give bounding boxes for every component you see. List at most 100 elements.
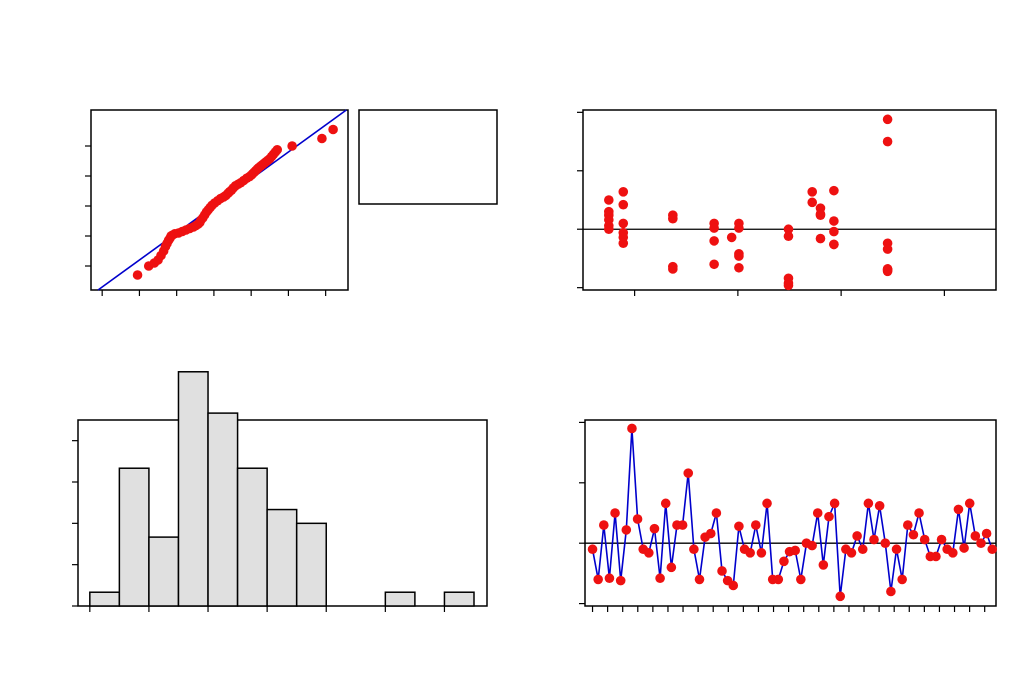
data-point [666, 562, 677, 573]
data-point [649, 523, 660, 534]
data-point [964, 498, 975, 509]
data-point [902, 520, 913, 530]
data-point [734, 251, 744, 261]
data-point [618, 187, 629, 197]
data-point [655, 573, 665, 584]
data-point [610, 508, 620, 518]
data-point [882, 244, 893, 254]
data-point [882, 136, 893, 147]
data-point [852, 531, 862, 541]
data-point [709, 259, 719, 270]
data-point [829, 185, 839, 196]
data-point [668, 213, 678, 224]
data-point [908, 529, 919, 540]
data-point [783, 231, 794, 242]
data-point [829, 498, 840, 509]
data-point [948, 548, 958, 558]
data-point [709, 223, 719, 233]
data-point [807, 187, 818, 197]
data-point [689, 544, 699, 555]
data-point [783, 224, 794, 235]
data-point [717, 566, 727, 576]
data-point [272, 144, 283, 155]
data-point [882, 114, 893, 125]
data-point [812, 508, 823, 518]
data-point [745, 548, 755, 558]
data-point [886, 586, 896, 597]
data-point [618, 218, 629, 229]
data-point [683, 468, 694, 478]
data-point [773, 574, 784, 585]
data-point [627, 423, 637, 434]
data-point [846, 548, 857, 558]
data-point [959, 543, 969, 553]
histogram-bar [118, 467, 150, 607]
data-point [709, 236, 719, 246]
normal-probability-plot [85, 109, 349, 296]
data-point [835, 591, 846, 602]
data-point [880, 538, 891, 548]
data-point [807, 540, 817, 551]
data-point [660, 498, 671, 509]
histogram-bar [148, 536, 180, 607]
data-point [317, 133, 327, 144]
data-point [705, 528, 716, 539]
histogram-bar [89, 591, 121, 607]
data-point [618, 238, 629, 249]
data-point [970, 531, 981, 541]
data-point [734, 223, 744, 233]
histogram-bar [295, 522, 327, 607]
histogram-of-residuals [72, 371, 488, 612]
data-point [328, 124, 338, 135]
data-point [694, 574, 705, 585]
data-point [869, 534, 879, 545]
data-point [931, 551, 941, 562]
data-point [891, 544, 902, 555]
data-point [604, 195, 614, 205]
data-point [668, 264, 678, 274]
data-point [734, 521, 744, 532]
data-point [815, 233, 826, 244]
data-point [618, 199, 629, 210]
data-point [790, 545, 800, 556]
histogram-bar [236, 467, 268, 607]
histogram-bar [443, 591, 475, 607]
data-point [593, 574, 603, 585]
legend-box [358, 109, 498, 205]
data-point [829, 226, 839, 237]
data-point [953, 504, 964, 515]
histogram-bar [266, 508, 298, 607]
histogram-bar [207, 412, 239, 607]
data-point [728, 580, 739, 591]
data-point [132, 270, 143, 280]
data-point [604, 573, 615, 584]
data-point [762, 498, 772, 509]
data-point [726, 232, 737, 243]
data-point [783, 280, 794, 291]
data-point [750, 520, 761, 530]
histogram-bar [177, 371, 209, 607]
data-point [897, 574, 907, 585]
data-point [863, 498, 874, 509]
data-point [914, 508, 924, 518]
data-point [779, 556, 789, 567]
data-point [824, 511, 834, 522]
data-point [919, 534, 930, 545]
plot-frame [582, 109, 997, 291]
histogram-bar [384, 591, 416, 607]
plot-frame [584, 419, 997, 607]
data-point [857, 544, 868, 555]
residuals-vs-fitted-plot [577, 109, 997, 296]
data-point [287, 141, 297, 151]
data-point [874, 500, 885, 511]
data-point [604, 224, 614, 235]
data-point [734, 262, 744, 273]
data-point [677, 520, 688, 530]
data-point [936, 534, 947, 545]
data-point [882, 264, 893, 274]
data-point [976, 538, 986, 548]
data-point [815, 210, 826, 220]
data-point [711, 508, 722, 518]
residuals-vs-order-plot [579, 419, 998, 612]
